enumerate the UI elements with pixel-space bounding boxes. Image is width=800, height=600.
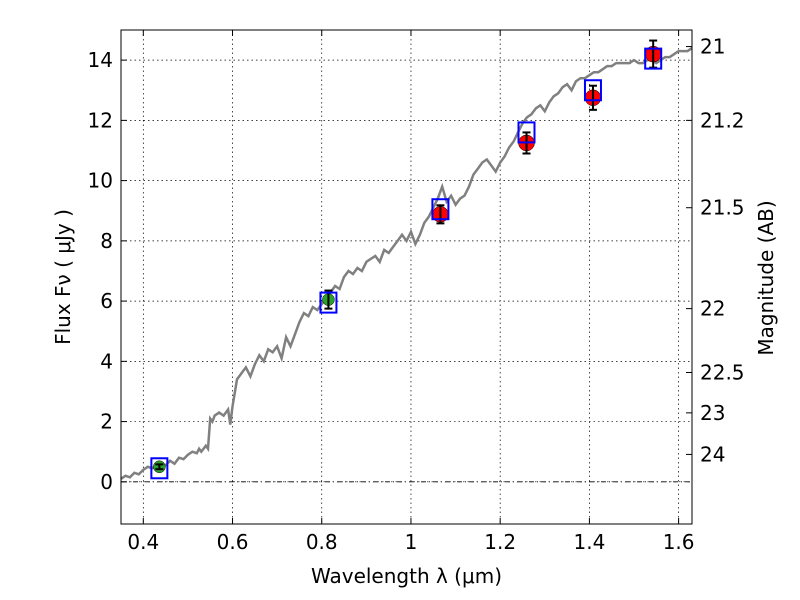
y-tick-label: 14 — [88, 48, 113, 72]
y-tick-label: 4 — [100, 349, 113, 373]
x-tick-label: 1 — [405, 530, 418, 554]
model-photometry-box — [644, 47, 663, 70]
right-tick-label: 24 — [700, 442, 725, 466]
y-axis-label: Flux Fν ( μJy ) — [51, 209, 75, 345]
model-photometry-box — [150, 457, 169, 480]
y-tick-label: 8 — [100, 229, 113, 253]
x-tick-label: 0.8 — [306, 530, 338, 554]
y-tick-label: 6 — [100, 289, 113, 313]
x-tick-label: 0.6 — [217, 530, 249, 554]
grid — [121, 30, 692, 524]
x-axis-label: Wavelength λ (μm) — [311, 564, 502, 588]
y-tick-label: 0 — [100, 470, 113, 494]
plot-frame — [120, 29, 693, 525]
right-tick-label: 21.2 — [700, 108, 745, 132]
right-tick-label: 21.5 — [700, 196, 745, 220]
y-tick-label: 2 — [100, 410, 113, 434]
y-tick-label: 10 — [88, 169, 113, 193]
model-photometry-box — [319, 291, 338, 314]
right-axis-label: Magnitude (AB) — [754, 200, 778, 355]
x-tick-label: 1.2 — [484, 530, 516, 554]
model-spectrum-line — [120, 47, 693, 480]
axis-ticks: 0.4 0.6 0.8 1 1.2 1.4 1.6024681012142121.221.5… — [88, 30, 745, 554]
x-tick-label: 1.6 — [663, 530, 695, 554]
x-tick-label: 1.4 — [573, 530, 605, 554]
model-photometry-box — [517, 121, 536, 144]
y-tick-label: 12 — [88, 108, 113, 132]
data-points — [150, 39, 663, 480]
model-photometry-box — [583, 79, 602, 102]
right-tick-label: 21 — [700, 35, 725, 59]
right-tick-label: 22 — [700, 297, 725, 321]
x-tick-label: 0.4 — [127, 530, 159, 554]
right-tick-label: 23 — [700, 401, 725, 425]
model-photometry-box — [431, 198, 450, 221]
right-tick-label: 22.5 — [700, 360, 745, 384]
